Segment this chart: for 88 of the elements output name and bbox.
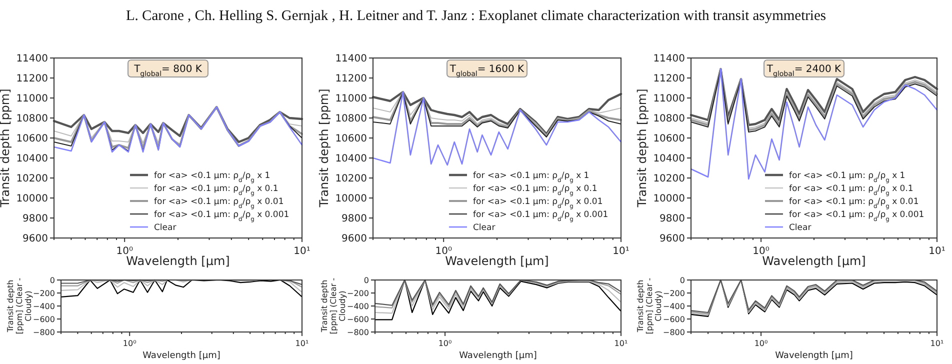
y-tick-label: 10200 [16,174,48,184]
x-tick-label: 10¹ [928,246,946,257]
y-axis-title: Transit depth [ppm] [635,88,649,208]
legend-label: for <a> <0.1 μm: ρ$_{d}$/ρ$_{g}$ x 0.001 [154,210,290,222]
y-tick-label: 11400 [653,54,685,64]
y-tick-label: 11200 [335,74,367,84]
x-tick-label: 10⁰ [122,339,136,348]
y-tick-label: 11400 [16,54,48,64]
legend-label: for <a> <0.1 μm: ρ$_{d}$/ρ$_{g}$ x 0.1 [789,184,914,196]
annotation: T$_{global}$= 2400 K [766,64,842,78]
y-tick-label: −400 [33,302,55,311]
x-axis-title: Wavelength [μm] [775,351,853,361]
y-tick-label: 10400 [335,154,367,164]
y-axis-title: Transit depth [ppm] [0,88,12,208]
legend-label: for <a> <0.1 μm: ρ$_{d}$/ρ$_{g}$ x 0.1 [473,184,598,196]
y-tick-label: 10600 [16,134,48,144]
x-tick-label: 10¹ [930,339,944,348]
x-axis-title: Wavelength [μm] [762,254,866,268]
y-tick-label: 10000 [16,194,48,204]
x-axis-title: Wavelength [μm] [126,254,230,268]
legend-label: for <a> <0.1 μm: ρ$_{d}$/ρ$_{g}$ x 0.01 [473,197,603,210]
y-tick-label: 10000 [335,194,367,204]
y-axis-title: Transit depth [ppm] (Clear - Cloudy) [6,278,33,334]
x-tick-label: 10⁰ [752,246,770,257]
y-tick-label: 9800 [342,214,367,224]
y-tick-label: −200 [663,288,685,298]
x-axis-title: Wavelength [μm] [142,351,220,361]
y-axis-title: Transit depth [ppm] [317,88,331,208]
y-tick-label: 9600 [22,234,48,244]
y-tick-label: 10600 [653,134,685,144]
y-tick-label: 11400 [335,54,367,64]
y-tick-label: 10400 [16,154,48,164]
x-tick-label: 10⁰ [754,339,768,348]
y-tick-label: −800 [33,328,55,337]
x-axis-title: Wavelength [μm] [445,254,549,268]
y-tick-label: 10800 [16,114,48,124]
legend-label: Clear [789,223,812,233]
y-tick-label: −600 [33,314,55,324]
annotation: T$_{global}$= 1600 K [448,64,525,78]
y-tick-label: −600 [663,314,685,324]
legend-label: for <a> <0.1 μm: ρ$_{d}$/ρ$_{g}$ x 0.1 [154,184,278,196]
y-tick-label: 11000 [16,94,48,104]
y-tick-label: 9600 [660,234,685,244]
y-tick-label: 0 [364,276,369,285]
y-tick-label: 10600 [335,134,367,144]
y-axis-title: Transit depth [ppm] (Clear - Cloudy) [636,278,663,334]
legend-label: for <a> <0.1 μm: ρ$_{d}$/ρ$_{g}$ x 0.001 [789,210,924,222]
legend-label: for <a> <0.1 μm: ρ$_{d}$/ρ$_{g}$ x 0.001 [473,210,608,222]
y-tick-label: 9800 [22,214,48,224]
y-tick-label: 0 [680,276,685,285]
x-tick-label: 10⁰ [438,339,452,348]
y-tick-label: 10000 [653,194,685,204]
legend-label: for <a> <0.1 μm: ρ$_{d}$/ρ$_{g}$ x 1 [154,171,270,184]
y-tick-label: −400 [347,302,369,311]
y-axis-title: Transit depth [ppm] (Clear - Cloudy) [320,278,347,334]
y-tick-label: 11200 [16,74,48,84]
y-tick-label: −800 [347,328,369,337]
legend-label: for <a> <0.1 μm: ρ$_{d}$/ρ$_{g}$ x 0.01 [154,197,284,210]
y-tick-label: 9800 [660,214,685,224]
y-tick-label: 9600 [342,234,367,244]
y-tick-label: 10400 [653,154,685,164]
y-tick-label: 10200 [653,174,685,184]
x-tick-label: 10¹ [612,246,630,257]
x-tick-label: 10¹ [295,339,309,348]
y-tick-label: 10800 [653,114,685,124]
x-tick-label: 10¹ [614,339,628,348]
y-tick-label: 11000 [335,94,367,104]
y-tick-label: 11200 [653,74,685,84]
y-tick-label: −800 [663,328,685,337]
x-tick-label: 10⁰ [116,246,133,257]
y-tick-label: 10800 [335,114,367,124]
y-tick-label: −200 [33,288,55,298]
legend-label: for <a> <0.1 μm: ρ$_{d}$/ρ$_{g}$ x 0.01 [789,197,919,210]
y-tick-label: 10200 [335,174,367,184]
y-tick-label: −200 [347,288,369,298]
annotation: T$_{global}$= 800 K [133,64,202,78]
legend-label: Clear [154,223,177,233]
text: L. Carone , Ch. Helling S. Gernjak , H. Leitner and T. Janz : Exoplanet climate characterization with transit asymmetries [126,8,826,24]
y-tick-label: 11000 [653,94,685,104]
x-tick-label: 10⁰ [435,246,452,257]
x-axis-title: Wavelength [μm] [459,351,537,361]
legend-label: for <a> <0.1 μm: ρ$_{d}$/ρ$_{g}$ x 1 [473,171,590,184]
y-tick-label: −400 [663,302,685,311]
legend-label: for <a> <0.1 μm: ρ$_{d}$/ρ$_{g}$ x 1 [789,171,906,184]
y-tick-label: −600 [347,314,369,324]
legend-label: Clear [473,223,496,233]
x-tick-label: 10¹ [294,246,310,257]
y-tick-label: 0 [50,276,55,285]
